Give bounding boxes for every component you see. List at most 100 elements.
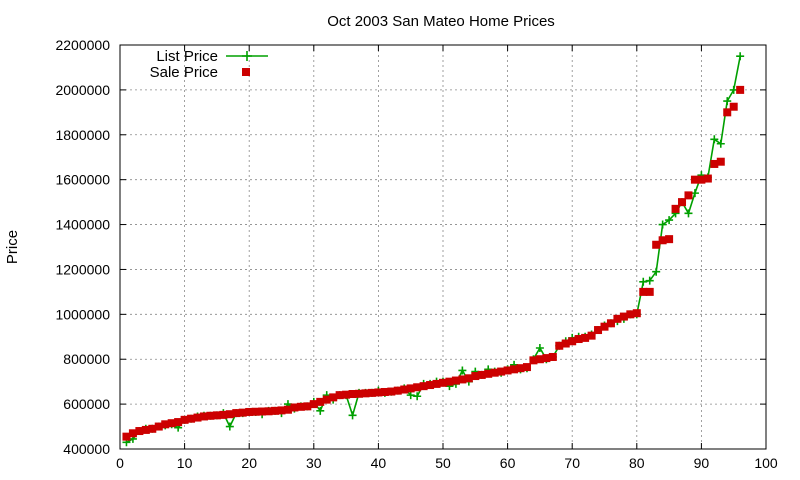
sale-price-point: [206, 411, 215, 420]
sale-price-point: [542, 354, 551, 363]
list-price-point: [658, 220, 667, 229]
sale-price-point: [522, 363, 531, 372]
y-tick-label: 2000000: [55, 82, 110, 98]
list-price-point: [716, 139, 725, 148]
sale-price-point: [716, 157, 725, 166]
axis-ticks: 0 10 20 30 40 50 60 70 80 90 100 400000 600000 800000…: [55, 37, 777, 471]
sale-price-point: [406, 384, 415, 393]
list-price-point: [413, 392, 422, 401]
sale-price-point: [322, 395, 331, 404]
sale-price-point: [251, 407, 260, 416]
sale-price-point: [393, 386, 402, 395]
sale-price-point: [174, 418, 183, 427]
sale-price-point: [678, 198, 687, 207]
sale-price-point: [161, 420, 170, 429]
sale-price-point: [387, 387, 396, 396]
sale-price-point: [736, 85, 745, 94]
y-tick-label: 1600000: [55, 172, 110, 188]
sale-price-point: [432, 379, 441, 388]
sale-price-point: [329, 393, 338, 402]
sale-price-point: [167, 419, 176, 428]
series: [122, 52, 745, 447]
sale-price-point: [684, 191, 693, 200]
sale-price-point: [271, 406, 280, 415]
sale-price-point: [561, 339, 570, 348]
x-tick-label: 30: [306, 455, 322, 471]
sale-price-point: [594, 326, 603, 335]
x-tick-label: 70: [564, 455, 580, 471]
y-tick-label: 1400000: [55, 217, 110, 233]
sale-price-point: [232, 409, 241, 418]
legend: List Price Sale Price: [150, 48, 268, 81]
sale-price-point: [671, 204, 680, 213]
sale-price-point: [490, 368, 499, 377]
sale-price-point: [335, 391, 344, 400]
sale-price-point: [632, 309, 641, 318]
x-tick-label: 50: [435, 455, 451, 471]
y-tick-label: 600000: [63, 396, 110, 412]
sale-price-point: [439, 378, 447, 387]
sale-price-point: [497, 367, 506, 376]
sale-price-point: [361, 389, 370, 398]
x-tick-label: 100: [754, 455, 778, 471]
sale-price-point: [600, 322, 609, 331]
y-tick-label: 2200000: [55, 37, 110, 53]
sale-price-point: [277, 406, 286, 415]
sale-price-point: [723, 108, 732, 117]
sale-price-point: [122, 432, 131, 441]
x-tick-label: 90: [694, 455, 710, 471]
sale-price-point: [626, 310, 635, 319]
chart-title: Oct 2003 San Mateo Home Prices: [327, 13, 555, 30]
sale-price-point: [148, 424, 157, 433]
legend-label-list-price: List Price: [156, 48, 218, 65]
sale-price-point: [484, 369, 493, 378]
sale-price-point: [729, 102, 738, 111]
sale-price-point: [426, 381, 435, 390]
sale-price-point: [697, 175, 706, 184]
legend-label-sale-price: Sale Price: [150, 64, 218, 81]
grid: [120, 45, 766, 449]
list-price-point: [316, 406, 325, 415]
sale-price-point: [303, 402, 312, 411]
sale-price-point: [219, 410, 228, 419]
sale-price-point: [555, 341, 564, 350]
x-tick-label: 0: [116, 455, 124, 471]
sale-price-point: [548, 352, 557, 361]
sale-price-point: [245, 407, 254, 416]
sale-price-point: [587, 331, 596, 340]
sale-price-point: [639, 287, 648, 296]
sale-price-point: [342, 390, 351, 399]
list-price-point: [665, 216, 674, 225]
list-price-point: [348, 411, 357, 420]
list-price-point: [406, 391, 415, 400]
sale-price-point: [516, 364, 525, 373]
sale-price-point: [613, 314, 622, 323]
list-price-point: [684, 209, 693, 218]
x-tick-label: 40: [371, 455, 387, 471]
sale-price-point: [503, 366, 512, 375]
sale-price-point: [225, 410, 234, 419]
x-tick-label: 60: [500, 455, 516, 471]
sale-price-point: [419, 382, 428, 391]
list-price-point: [710, 135, 719, 144]
y-axis-label: Price: [4, 230, 21, 264]
sale-price-point: [574, 335, 583, 344]
x-tick-label: 20: [241, 455, 257, 471]
sale-price-point: [581, 333, 590, 342]
sale-price-point: [264, 407, 273, 416]
sale-price-point: [212, 411, 221, 420]
sale-price-point: [374, 388, 383, 397]
list-price-point: [736, 52, 745, 61]
sale-price-point: [413, 383, 422, 392]
x-tick-label: 80: [629, 455, 645, 471]
list-price-point: [645, 276, 654, 285]
sale-price-point: [141, 425, 150, 434]
sale-price-point: [400, 385, 409, 394]
sale-price-point: [619, 312, 628, 321]
sale-price-point: [355, 389, 364, 398]
legend-marker-list-price: [242, 51, 252, 61]
sale-price-point: [658, 236, 667, 245]
list-price-point: [652, 267, 661, 276]
sale-price-point: [510, 365, 519, 374]
